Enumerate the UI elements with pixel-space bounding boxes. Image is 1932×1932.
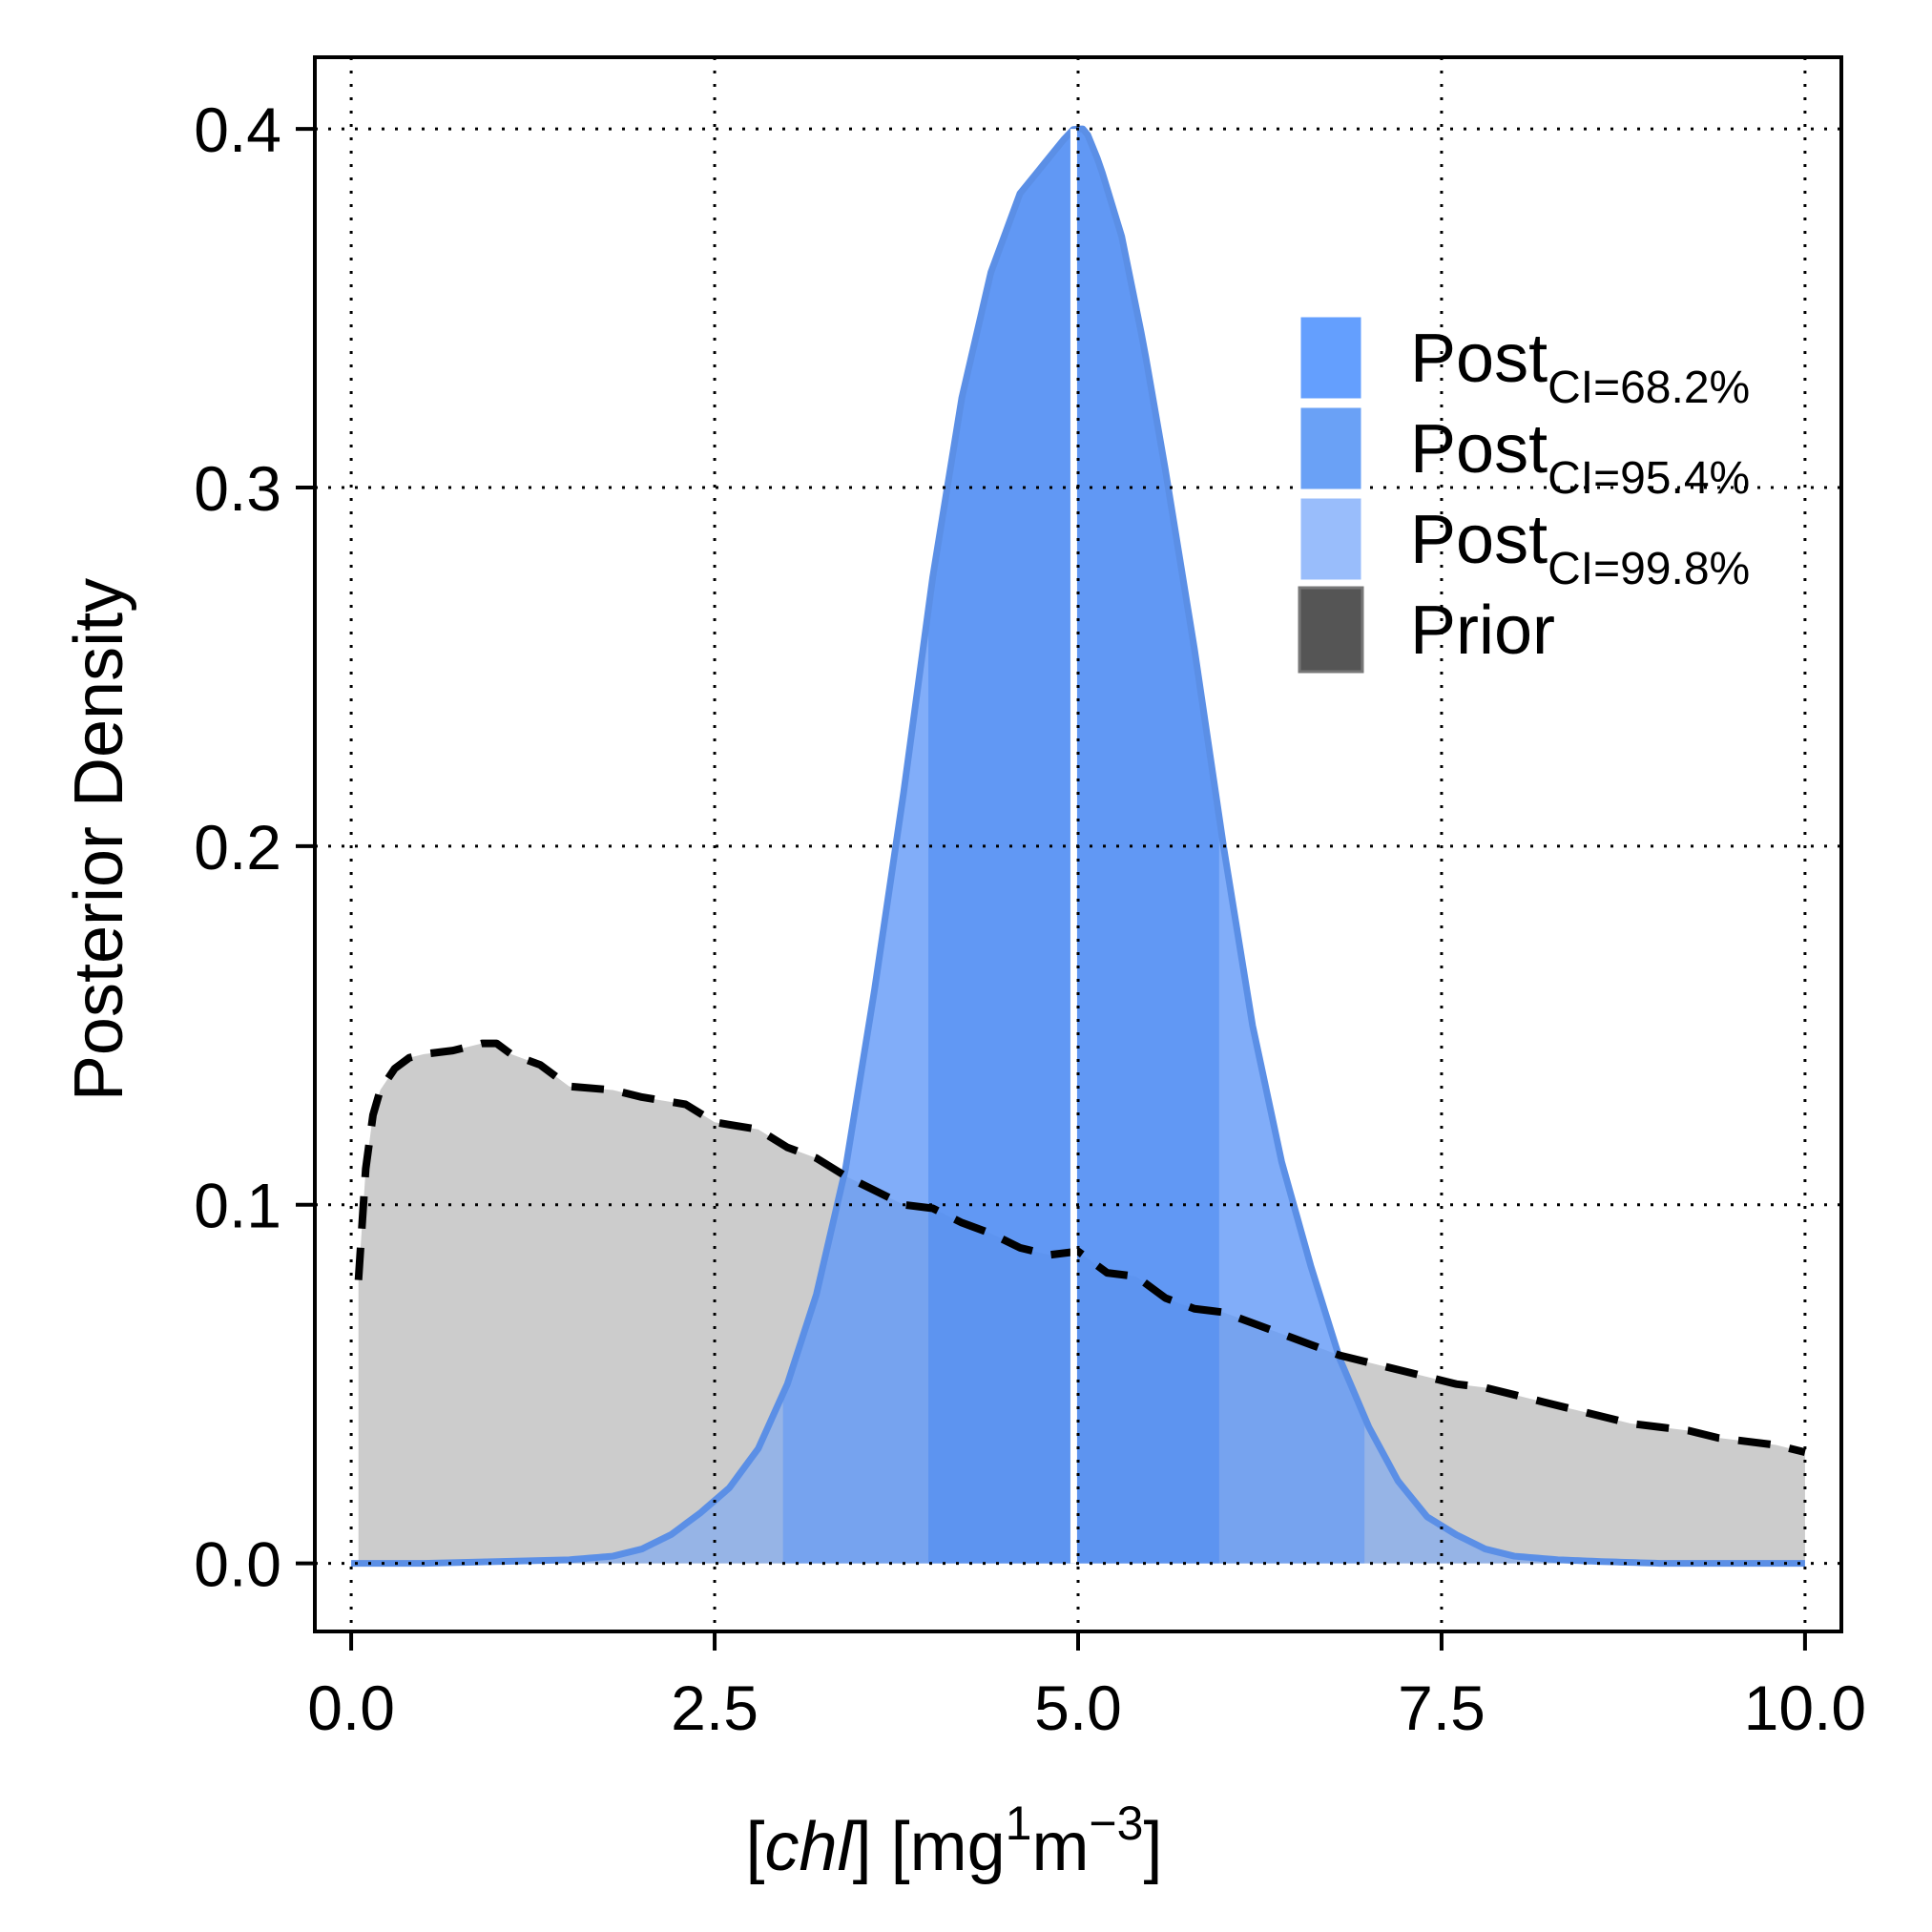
legend-label-base-0: Post	[1410, 321, 1548, 397]
plot-layer	[351, 125, 1806, 1568]
legend-label-sub-0: CI=68.2%	[1548, 363, 1750, 413]
legend-label-3: Prior	[1410, 592, 1555, 669]
x-tick-label-2: 5.0	[1034, 1672, 1122, 1743]
legend-label-base-3: Prior	[1410, 592, 1555, 669]
y-tick-label-0: 0.0	[194, 1529, 281, 1600]
y-tick-label-4: 0.4	[194, 94, 281, 165]
x-axis-label: [chl] [mg1m−3]	[746, 1797, 1163, 1885]
legend-swatch-3	[1298, 586, 1364, 674]
x-tick-label-3: 7.5	[1398, 1672, 1485, 1743]
x-label-sup1: 1	[1006, 1797, 1032, 1850]
legend-label-base-1: Post	[1410, 411, 1548, 488]
legend-label-2: PostCI=99.8%	[1410, 502, 1750, 594]
legend-swatch-0	[1298, 314, 1364, 402]
legend-swatch-1	[1298, 405, 1364, 492]
x-tick-label-0: 0.0	[307, 1672, 395, 1743]
grid-layer	[315, 57, 1841, 1631]
legend: PostCI=68.2%PostCI=95.4%PostCI=99.8%Prio…	[1298, 314, 1750, 674]
x-label-open: [	[746, 1809, 765, 1885]
x-label-m: m	[1031, 1809, 1089, 1885]
legend-label-sub-2: CI=99.8%	[1548, 544, 1750, 594]
tick-layer: 0.0 2.5 5.0 7.5 10.0 0.0 0.1 0.2 0.3 0.4	[194, 94, 1866, 1743]
y-axis-label: Posterior Density	[61, 578, 137, 1101]
legend-label-1: PostCI=95.4%	[1410, 411, 1750, 504]
legend-label-sub-1: CI=95.4%	[1548, 453, 1750, 504]
y-tick-label-1: 0.1	[194, 1171, 281, 1241]
x-label-unit: ] [mg	[853, 1809, 1006, 1885]
legend-label-0: PostCI=68.2%	[1410, 321, 1750, 413]
prior-line	[354, 1039, 1806, 1456]
legend-swatch-2	[1298, 495, 1364, 583]
x-label-var: chl	[765, 1809, 855, 1885]
x-label-sup2: −3	[1089, 1797, 1143, 1850]
y-tick-label-3: 0.3	[194, 453, 281, 524]
legend-label-base-2: Post	[1410, 502, 1548, 578]
x-label-close: ]	[1143, 1809, 1162, 1885]
y-tick-label-2: 0.2	[194, 812, 281, 883]
x-tick-label-4: 10.0	[1744, 1672, 1866, 1743]
x-tick-label-1: 2.5	[671, 1672, 758, 1743]
